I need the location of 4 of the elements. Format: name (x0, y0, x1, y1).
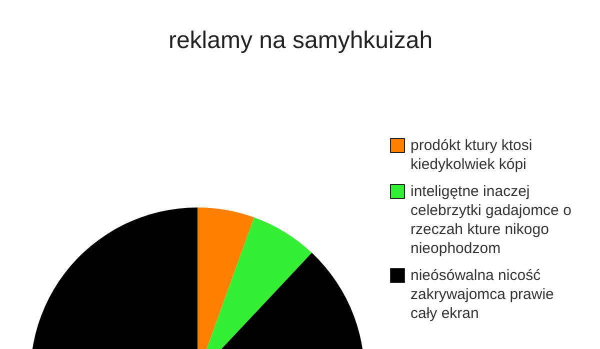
legend-label: inteligętne inaczej celebrzytki gadajomce o rzeczah kture nikogo nieophodzom (410, 183, 572, 257)
legend-label: prodókt ktury ktosi kiedykolwiek kópi (410, 137, 532, 173)
chart-title: reklamy na samyhkuizah (168, 27, 433, 54)
legend-label: nieósówalna nicość zakrywajomca prawie cały ekran (410, 267, 554, 322)
